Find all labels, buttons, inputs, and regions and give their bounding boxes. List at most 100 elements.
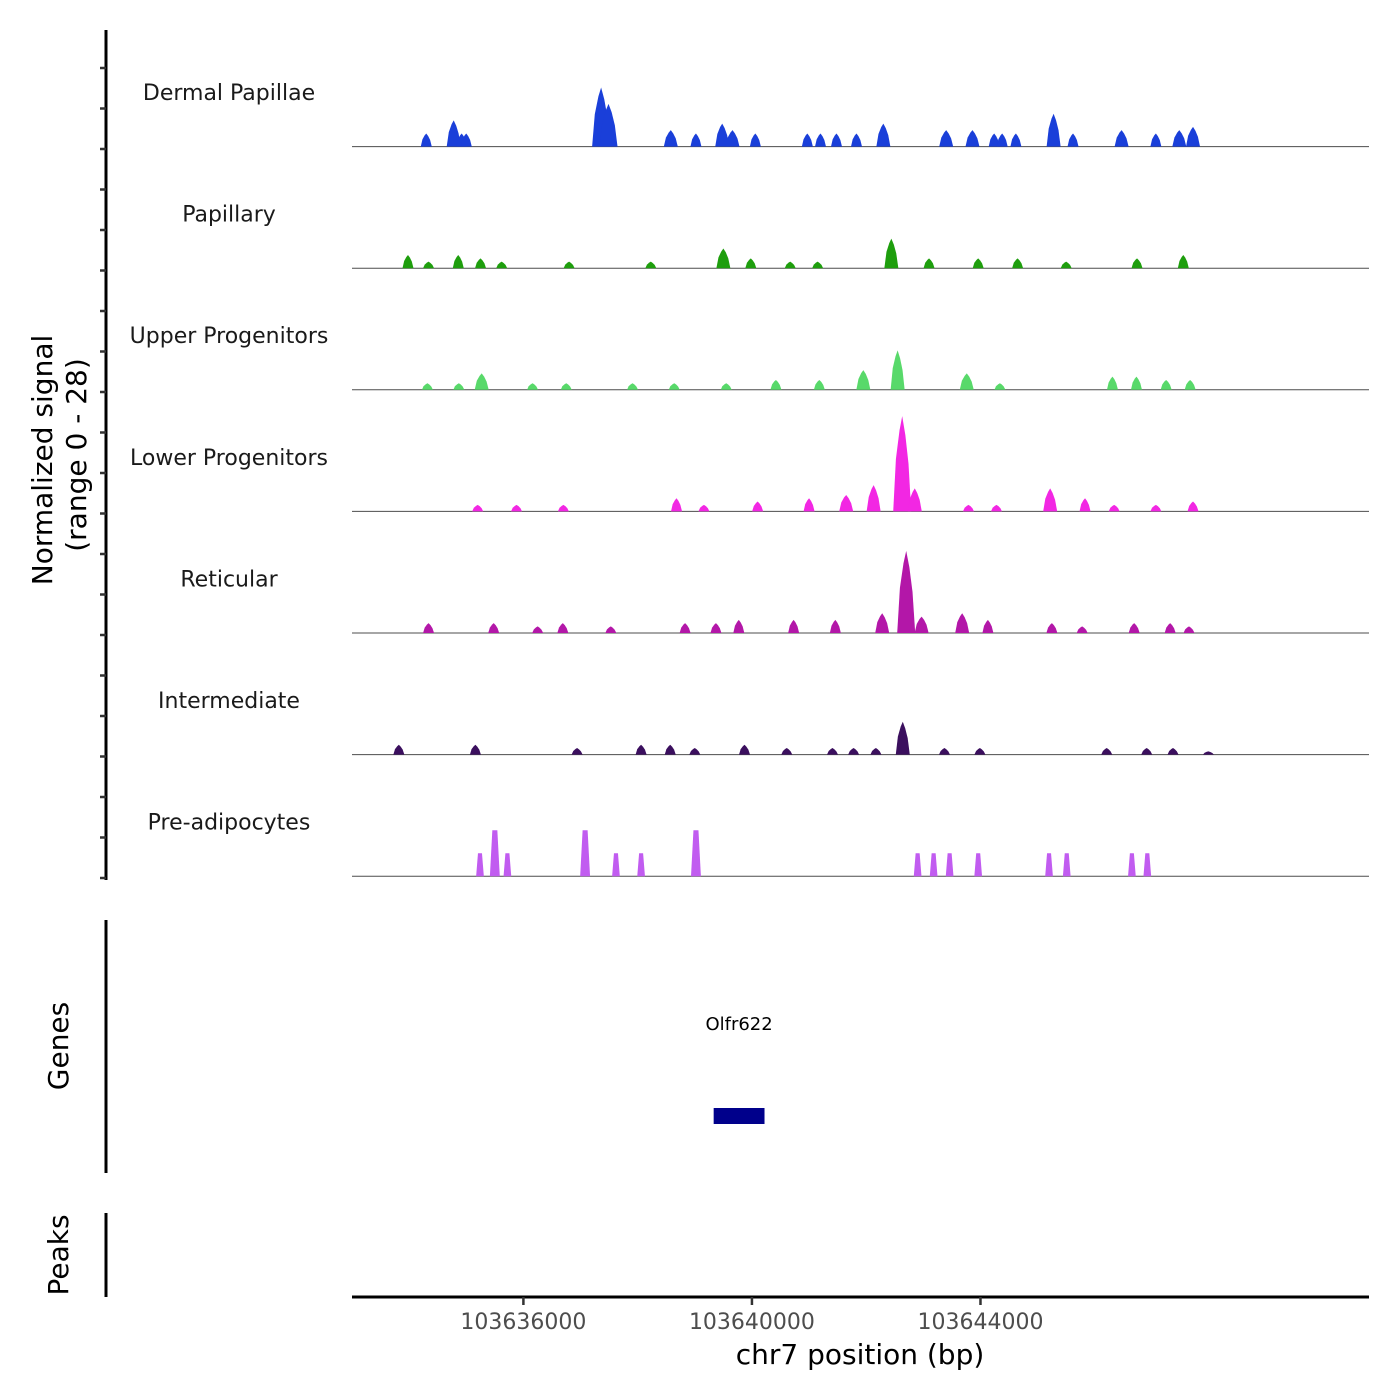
gene-label: Olfr622 xyxy=(705,1014,772,1035)
track-upper-progenitors: Upper Progenitors xyxy=(130,324,1369,391)
signal-peak xyxy=(890,350,905,390)
signal-peak xyxy=(851,133,863,147)
signal-peak xyxy=(1114,130,1129,147)
signal-peak xyxy=(605,626,617,633)
signal-peak xyxy=(663,130,678,147)
x-tick-label: 103644000 xyxy=(917,1310,1043,1335)
signal-peak xyxy=(907,488,922,512)
signal-peak xyxy=(423,623,435,633)
signal-peak xyxy=(557,504,569,512)
signal-peak xyxy=(689,748,701,755)
signal-peak xyxy=(496,261,508,269)
signal-peak xyxy=(460,133,472,147)
signal-peak xyxy=(580,830,591,877)
signal-peak xyxy=(402,255,414,269)
signal-peak xyxy=(965,130,980,147)
signal-peak xyxy=(914,616,929,633)
signal-peak xyxy=(627,383,639,390)
signal-peak xyxy=(788,619,800,633)
signal-peak xyxy=(870,748,882,755)
signal-peak xyxy=(1143,853,1152,877)
signal-peak xyxy=(1012,258,1024,269)
track-papillary: Papillary xyxy=(182,203,1369,269)
signal-peak xyxy=(1130,376,1142,390)
signal-peak xyxy=(1108,504,1120,512)
signal-peak xyxy=(453,383,465,390)
signal-peak xyxy=(710,623,722,633)
signal-peak xyxy=(635,744,647,755)
signal-peak xyxy=(1046,113,1061,147)
gene-body xyxy=(713,1108,765,1124)
signal-peak xyxy=(739,744,751,755)
gene-track: Olfr622 xyxy=(705,1014,773,1124)
signal-peak xyxy=(560,383,572,390)
genes-axis-title: Genes xyxy=(42,1002,75,1090)
signal-peak xyxy=(715,123,730,147)
track-dermal-papillae: Dermal Papillae xyxy=(143,81,1369,148)
signal-peak xyxy=(955,613,970,633)
signal-peak xyxy=(1128,623,1140,633)
signal-peak xyxy=(671,498,683,512)
signal-peak xyxy=(716,248,731,269)
signal-peak xyxy=(1184,379,1196,390)
signal-peak xyxy=(893,416,912,512)
x-axis-ticks: 103636000 103640000 103644000 xyxy=(460,1297,1043,1335)
signal-peak xyxy=(812,261,824,269)
signal-peak xyxy=(945,853,954,877)
signal-peak xyxy=(752,501,764,512)
signal-peak xyxy=(475,258,487,269)
signal-peak xyxy=(923,258,935,269)
track-label: Upper Progenitors xyxy=(130,324,329,349)
signal-peak xyxy=(929,853,938,877)
signal-peak xyxy=(848,748,860,755)
signal-peak xyxy=(488,623,500,633)
signal-peak xyxy=(698,504,710,512)
signal-peak xyxy=(1202,751,1214,755)
signal-peak xyxy=(1164,623,1176,633)
signal-peak xyxy=(420,133,432,147)
signal-peak xyxy=(1045,853,1053,877)
signal-peak xyxy=(1043,488,1058,512)
signal-peak xyxy=(988,133,1000,147)
track-label: Lower Progenitors xyxy=(130,446,328,471)
peaks-axis-title: Peaks xyxy=(42,1214,75,1295)
signal-peak xyxy=(1106,376,1118,390)
signal-peak xyxy=(679,623,691,633)
signal-peak xyxy=(446,120,461,147)
signal-peak xyxy=(1067,133,1079,147)
signal-peak xyxy=(469,744,481,755)
signal-peak xyxy=(599,103,618,147)
signal-peak xyxy=(974,748,986,755)
signal-peak xyxy=(827,748,839,755)
signal-peak xyxy=(815,133,827,147)
signal-y-axis-ticks xyxy=(100,66,106,880)
signal-peak xyxy=(831,133,843,147)
track-reticular: Reticular xyxy=(180,550,1369,634)
signal-peak xyxy=(532,626,544,633)
signal-peak xyxy=(939,130,954,147)
signal-peak xyxy=(784,261,796,269)
signal-peak xyxy=(897,550,916,633)
signal-peak xyxy=(668,383,680,390)
signal-peak xyxy=(829,619,841,633)
signal-peak xyxy=(990,504,1002,512)
signal-peak xyxy=(938,748,950,755)
signal-peak xyxy=(571,748,583,755)
signal-peak xyxy=(637,853,645,877)
signal-peak xyxy=(421,383,433,390)
signal-peak xyxy=(563,261,575,269)
signal-peak xyxy=(770,379,782,390)
signal-peak xyxy=(1101,748,1113,755)
signal-peak xyxy=(1150,133,1162,147)
signal-peak xyxy=(972,258,984,269)
signal-peak xyxy=(720,383,732,390)
signal-peak xyxy=(876,123,891,147)
signal-tracks: Dermal Papillae Papillary Upper Progenitor… xyxy=(130,81,1369,877)
signal-peak xyxy=(1186,126,1201,147)
signal-peak xyxy=(1046,623,1058,633)
signal-peak xyxy=(1062,853,1071,877)
signal-peak xyxy=(474,373,489,390)
x-tick-label: 103640000 xyxy=(689,1310,815,1335)
